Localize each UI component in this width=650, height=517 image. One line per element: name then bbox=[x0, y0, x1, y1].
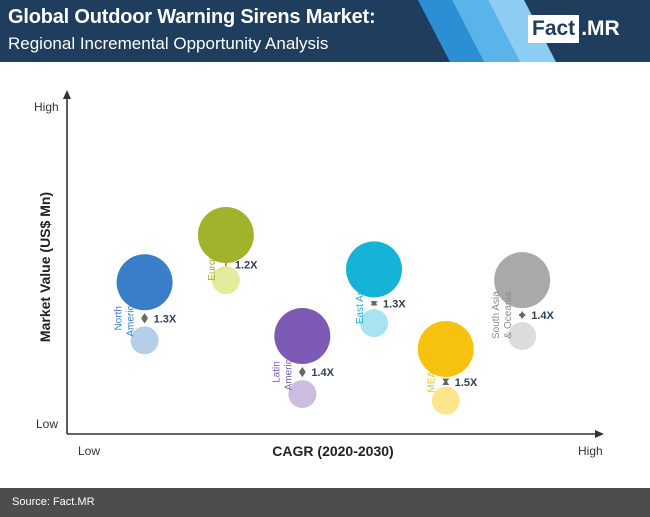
logo-mr: MR bbox=[587, 17, 620, 40]
region-label: Latin bbox=[271, 361, 282, 383]
region-label: East Asia bbox=[355, 282, 366, 324]
bubble-chart: High Low Low High CAGR (2020-2030) Market Val… bbox=[0, 62, 650, 488]
growth-multiplier-label: 1.3X bbox=[154, 313, 177, 325]
bubble-2030 bbox=[116, 254, 173, 311]
bubble-2020 bbox=[211, 266, 240, 295]
x-axis-high-label: High bbox=[578, 444, 603, 458]
chart-title: Global Outdoor Warning Sirens Market: bbox=[8, 6, 376, 28]
header-stripe bbox=[418, 0, 484, 62]
report-header: Global Outdoor Warning Sirens Market: Re… bbox=[0, 0, 650, 62]
chart-subtitle: Regional Incremental Opportunity Analysi… bbox=[8, 34, 329, 53]
region-group-latin-america: 1.4X Latin America bbox=[271, 308, 335, 409]
arrow-head-down bbox=[518, 314, 526, 320]
x-axis-low-label: Low bbox=[78, 444, 100, 458]
header-stripe bbox=[452, 0, 520, 62]
y-axis-low-label: Low bbox=[36, 417, 58, 431]
arrow-head-down bbox=[370, 301, 378, 307]
logo-fact: Fact bbox=[528, 15, 580, 43]
region-label: America bbox=[283, 353, 294, 390]
region-label: America bbox=[126, 300, 137, 337]
chart-canvas: High Low Low High CAGR (2020-2030) Market Val… bbox=[34, 90, 604, 459]
region-label: Europe bbox=[207, 248, 218, 281]
bubble-2030 bbox=[346, 241, 403, 298]
region-group-europe: 1.2X Europe bbox=[197, 207, 258, 295]
factmr-logo: Fact . MR bbox=[528, 14, 620, 44]
source-text: Source: Fact.MR bbox=[12, 496, 95, 508]
growth-multiplier-label: 1.5X bbox=[455, 377, 478, 389]
bubble-2020 bbox=[288, 380, 317, 409]
bubble-2020 bbox=[431, 386, 460, 415]
growth-multiplier-label: 1.2X bbox=[235, 260, 258, 272]
region-label: & Oceania bbox=[503, 291, 514, 338]
bubble-2020 bbox=[130, 326, 159, 355]
region-label: North bbox=[114, 306, 125, 330]
source-footer: Source: Fact.MR bbox=[0, 488, 650, 517]
growth-multiplier-label: 1.4X bbox=[311, 367, 334, 379]
bubble-2020 bbox=[508, 322, 537, 351]
region-group-mea: 1.5X MEA bbox=[417, 320, 478, 415]
bubble-2020 bbox=[360, 309, 389, 338]
bubble-2030 bbox=[417, 320, 474, 377]
arrow-head-up bbox=[298, 367, 306, 373]
growth-multiplier-label: 1.3X bbox=[383, 298, 406, 310]
arrow-head-down bbox=[141, 318, 149, 324]
arrow-head-down bbox=[298, 372, 306, 378]
region-label: South Asia bbox=[491, 291, 502, 339]
region-group-south-asia-oceania: 1.4X South Asia & Oceania bbox=[491, 252, 554, 351]
arrow-head-up bbox=[141, 313, 149, 319]
y-axis-high-label: High bbox=[34, 100, 59, 114]
bubble-2030 bbox=[197, 207, 254, 263]
logo-dot: . bbox=[581, 17, 588, 40]
bubble-2030 bbox=[274, 308, 331, 365]
y-axis-title: Market Value (US$ Mn) bbox=[37, 192, 53, 342]
region-label: MEA bbox=[427, 371, 438, 393]
growth-multiplier-label: 1.4X bbox=[531, 310, 554, 322]
bubble-2030 bbox=[494, 252, 551, 309]
header-stripe bbox=[488, 0, 556, 62]
x-axis-title: CAGR (2020-2030) bbox=[272, 443, 393, 459]
arrow-head-down bbox=[442, 378, 450, 384]
region-group-north-america: 1.3X North America bbox=[114, 254, 177, 355]
chart-axes: High Low Low High CAGR (2020-2030) Market Val… bbox=[34, 90, 604, 459]
region-group-east-asia: 1.3X East Asia bbox=[346, 241, 406, 338]
